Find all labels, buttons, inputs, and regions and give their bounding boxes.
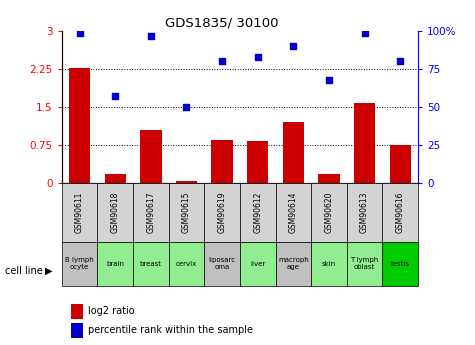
Text: GSM90618: GSM90618	[111, 191, 120, 233]
Bar	[97, 241, 133, 286]
Text: log2 ratio: log2 ratio	[88, 306, 134, 316]
Bar	[204, 241, 240, 286]
Bar	[240, 241, 276, 286]
Bar	[169, 183, 204, 242]
Point	[361, 30, 369, 35]
Point	[147, 33, 155, 38]
Bar	[347, 241, 382, 286]
Point	[396, 59, 404, 64]
Text: brain: brain	[106, 261, 124, 267]
Text: GSM90615: GSM90615	[182, 191, 191, 233]
Text: liposarc
oma: liposarc oma	[209, 257, 236, 270]
Title: GDS1835/ 30100: GDS1835/ 30100	[165, 17, 279, 30]
Bar	[133, 183, 169, 242]
Bar	[62, 183, 97, 242]
Point	[325, 77, 332, 82]
Bar	[69, 68, 90, 183]
Bar	[140, 130, 162, 183]
Bar	[104, 174, 126, 183]
Bar	[211, 140, 233, 183]
Bar	[240, 183, 276, 242]
Bar	[311, 241, 347, 286]
Bar	[176, 181, 197, 183]
Bar	[347, 183, 382, 242]
Bar	[311, 183, 347, 242]
Point	[182, 104, 190, 110]
Text: percentile rank within the sample: percentile rank within the sample	[88, 325, 253, 335]
Bar	[390, 145, 411, 183]
Text: GSM90617: GSM90617	[146, 191, 155, 233]
Text: GSM90616: GSM90616	[396, 191, 405, 233]
Text: cervix: cervix	[176, 261, 197, 267]
Text: GSM90612: GSM90612	[253, 191, 262, 233]
Text: GSM90611: GSM90611	[75, 191, 84, 233]
Bar	[354, 104, 375, 183]
Bar	[382, 183, 418, 242]
Text: B lymph
ocyte: B lymph ocyte	[65, 257, 94, 270]
Point	[111, 93, 119, 99]
Point	[218, 59, 226, 64]
Text: liver: liver	[250, 261, 266, 267]
Bar	[247, 141, 268, 183]
Text: testis: testis	[390, 261, 409, 267]
Text: T lymph
oblast: T lymph oblast	[351, 257, 379, 270]
Bar	[276, 241, 311, 286]
Point	[289, 43, 297, 49]
Text: macroph
age: macroph age	[278, 257, 309, 270]
Bar	[382, 241, 418, 286]
Text: breast: breast	[140, 261, 162, 267]
Text: ▶: ▶	[45, 266, 53, 276]
Bar	[97, 183, 133, 242]
Bar	[169, 241, 204, 286]
Bar	[318, 174, 340, 183]
Bar	[283, 122, 304, 183]
Point	[254, 54, 261, 60]
Bar	[62, 241, 97, 286]
Text: cell line: cell line	[5, 266, 42, 276]
Text: GSM90613: GSM90613	[360, 191, 369, 233]
Bar	[204, 183, 240, 242]
Text: GSM90614: GSM90614	[289, 191, 298, 233]
Bar	[276, 183, 311, 242]
Text: GSM90619: GSM90619	[218, 191, 227, 233]
Text: skin: skin	[322, 261, 336, 267]
Text: GSM90620: GSM90620	[324, 191, 333, 233]
Point	[76, 30, 84, 35]
Bar	[133, 241, 169, 286]
